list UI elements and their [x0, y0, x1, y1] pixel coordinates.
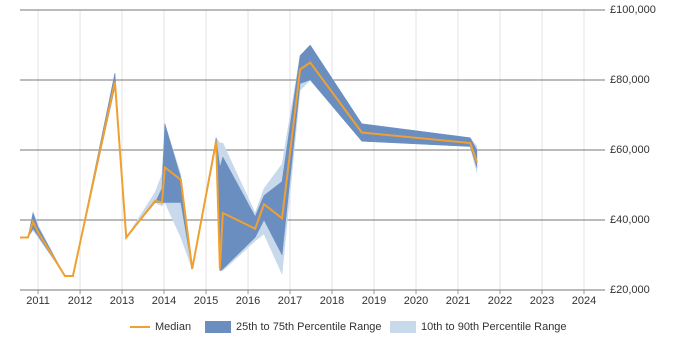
- x-tick-label: 2011: [26, 295, 50, 307]
- legend-label: 25th to 75th Percentile Range: [236, 321, 382, 333]
- y-tick-label: £100,000: [610, 4, 656, 16]
- legend-label: Median: [155, 321, 191, 333]
- x-tick-label: 2013: [110, 295, 134, 307]
- y-tick-label: £40,000: [610, 214, 650, 226]
- x-tick-label: 2015: [194, 295, 218, 307]
- y-tick-label: £20,000: [610, 284, 650, 296]
- x-tick-label: 2012: [68, 295, 92, 307]
- x-tick-label: 2024: [572, 295, 596, 307]
- x-tick-label: 2021: [446, 295, 470, 307]
- x-tick-label: 2017: [278, 295, 302, 307]
- median-line: [20, 61, 478, 277]
- x-tick-label: 2022: [488, 295, 512, 307]
- y-tick-label: £60,000: [610, 144, 650, 156]
- x-tick-label: 2020: [404, 295, 428, 307]
- y-tick-label: £80,000: [610, 74, 650, 86]
- legend-swatch: [205, 321, 231, 333]
- x-tick-label: 2023: [530, 295, 554, 307]
- legend-swatch: [390, 321, 416, 333]
- x-tick-label: 2019: [362, 295, 386, 307]
- x-tick-label: 2018: [320, 295, 344, 307]
- x-tick-label: 2014: [152, 295, 176, 307]
- legend-label: 10th to 90th Percentile Range: [421, 321, 567, 333]
- x-tick-label: 2016: [236, 295, 260, 307]
